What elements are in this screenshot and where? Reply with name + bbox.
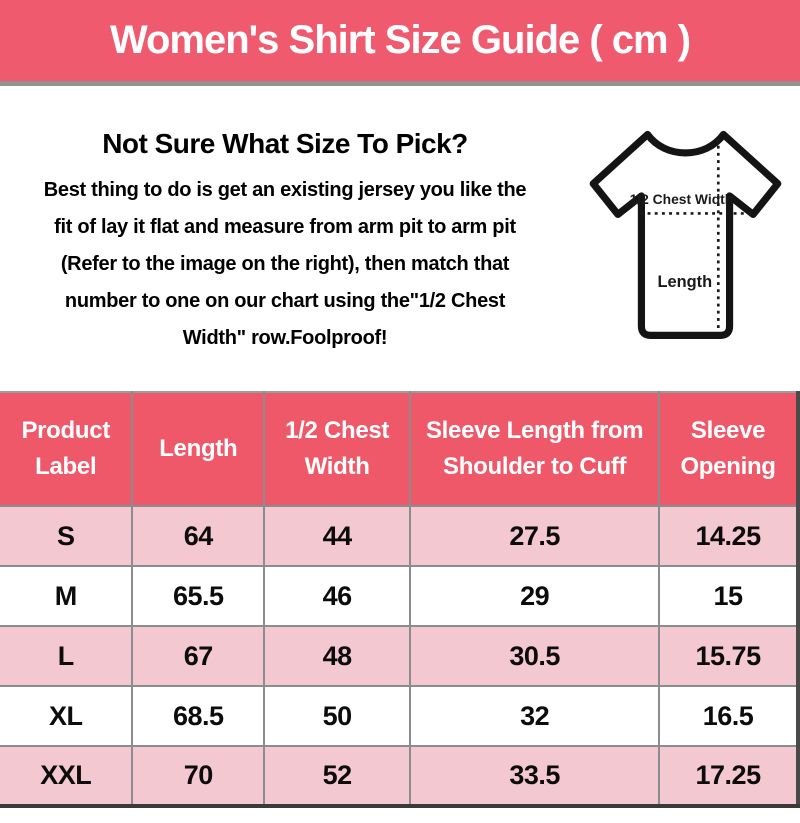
sleeve-opening-cell: 15.75 <box>658 625 800 687</box>
size-label-cell: M <box>0 565 134 627</box>
size-label-cell: S <box>0 505 134 567</box>
chest-width-label: 1/2 Chest Width <box>629 191 733 207</box>
chest-width-cell: 44 <box>263 505 412 567</box>
size-label-cell: XL <box>0 685 134 747</box>
size-table-header-row: Product Label Length 1/2 Chest Width Sle… <box>0 391 800 507</box>
intro-line-4: number to one on our chart using the"1/2… <box>64 290 506 312</box>
length-cell: 64 <box>131 505 266 567</box>
col-header-half-chest-width: 1/2 Chest Width <box>263 391 412 507</box>
sleeve-opening-cell: 14.25 <box>658 505 800 567</box>
sleeve-length-cell: 30.5 <box>409 625 661 687</box>
length-cell: 65.5 <box>131 565 266 627</box>
size-label-cell: L <box>0 625 134 687</box>
title-banner: Women's Shirt Size Guide ( cm ) <box>0 0 800 86</box>
tshirt-outline <box>589 130 781 339</box>
table-row-l: L 67 48 30.5 15.75 <box>0 625 800 687</box>
length-cell: 70 <box>131 745 266 808</box>
intro-text-block: Not Sure What Size To Pick? Best thing t… <box>0 86 570 391</box>
sleeve-length-cell: 29 <box>409 565 661 627</box>
chest-width-cell: 50 <box>263 685 412 747</box>
size-table: Product Label Length 1/2 Chest Width Sle… <box>0 391 800 808</box>
intro-line-1: Best thing to do is get an existing jers… <box>43 179 527 201</box>
table-row-s: S 64 44 27.5 14.25 <box>0 505 800 567</box>
chest-width-cell: 52 <box>263 745 412 808</box>
table-row-m: M 65.5 46 29 15 <box>0 565 800 627</box>
chest-width-cell: 48 <box>263 625 412 687</box>
size-label-cell: XXL <box>0 745 134 808</box>
page-title: Women's Shirt Size Guide ( cm ) <box>109 18 691 62</box>
tshirt-icon: 1/2 Chest Width Length <box>589 130 781 339</box>
col-header-product-label: Product Label <box>0 391 134 507</box>
intro-line-3: (Refer to the image on the right), then … <box>60 253 510 275</box>
col-header-sleeve-length: Sleeve Length from Shoulder to Cuff <box>409 391 661 507</box>
chest-width-cell: 46 <box>263 565 412 627</box>
length-cell: 67 <box>131 625 266 687</box>
sleeve-opening-cell: 16.5 <box>658 685 800 747</box>
intro-heading: Not Sure What Size To Pick? <box>102 128 468 159</box>
col-header-length: Length <box>131 391 266 507</box>
table-row-xl: XL 68.5 50 32 16.5 <box>0 685 800 747</box>
intro-line-5: Width" row.Foolproof! <box>182 327 388 349</box>
sleeve-length-cell: 32 <box>409 685 661 747</box>
intro-section: Not Sure What Size To Pick? Best thing t… <box>0 86 800 391</box>
intro-line-2: fit of lay it flat and measure from arm … <box>54 216 516 238</box>
sleeve-length-cell: 27.5 <box>409 505 661 567</box>
sleeve-opening-cell: 17.25 <box>658 745 800 808</box>
table-row-xxl: XXL 70 52 33.5 17.25 <box>0 745 800 808</box>
length-label: Length <box>657 273 712 291</box>
sleeve-opening-cell: 15 <box>658 565 800 627</box>
tshirt-measure-diagram: 1/2 Chest Width Length <box>570 86 800 391</box>
sleeve-length-cell: 33.5 <box>409 745 661 808</box>
col-header-sleeve-opening: Sleeve Opening <box>658 391 800 507</box>
length-cell: 68.5 <box>131 685 266 747</box>
